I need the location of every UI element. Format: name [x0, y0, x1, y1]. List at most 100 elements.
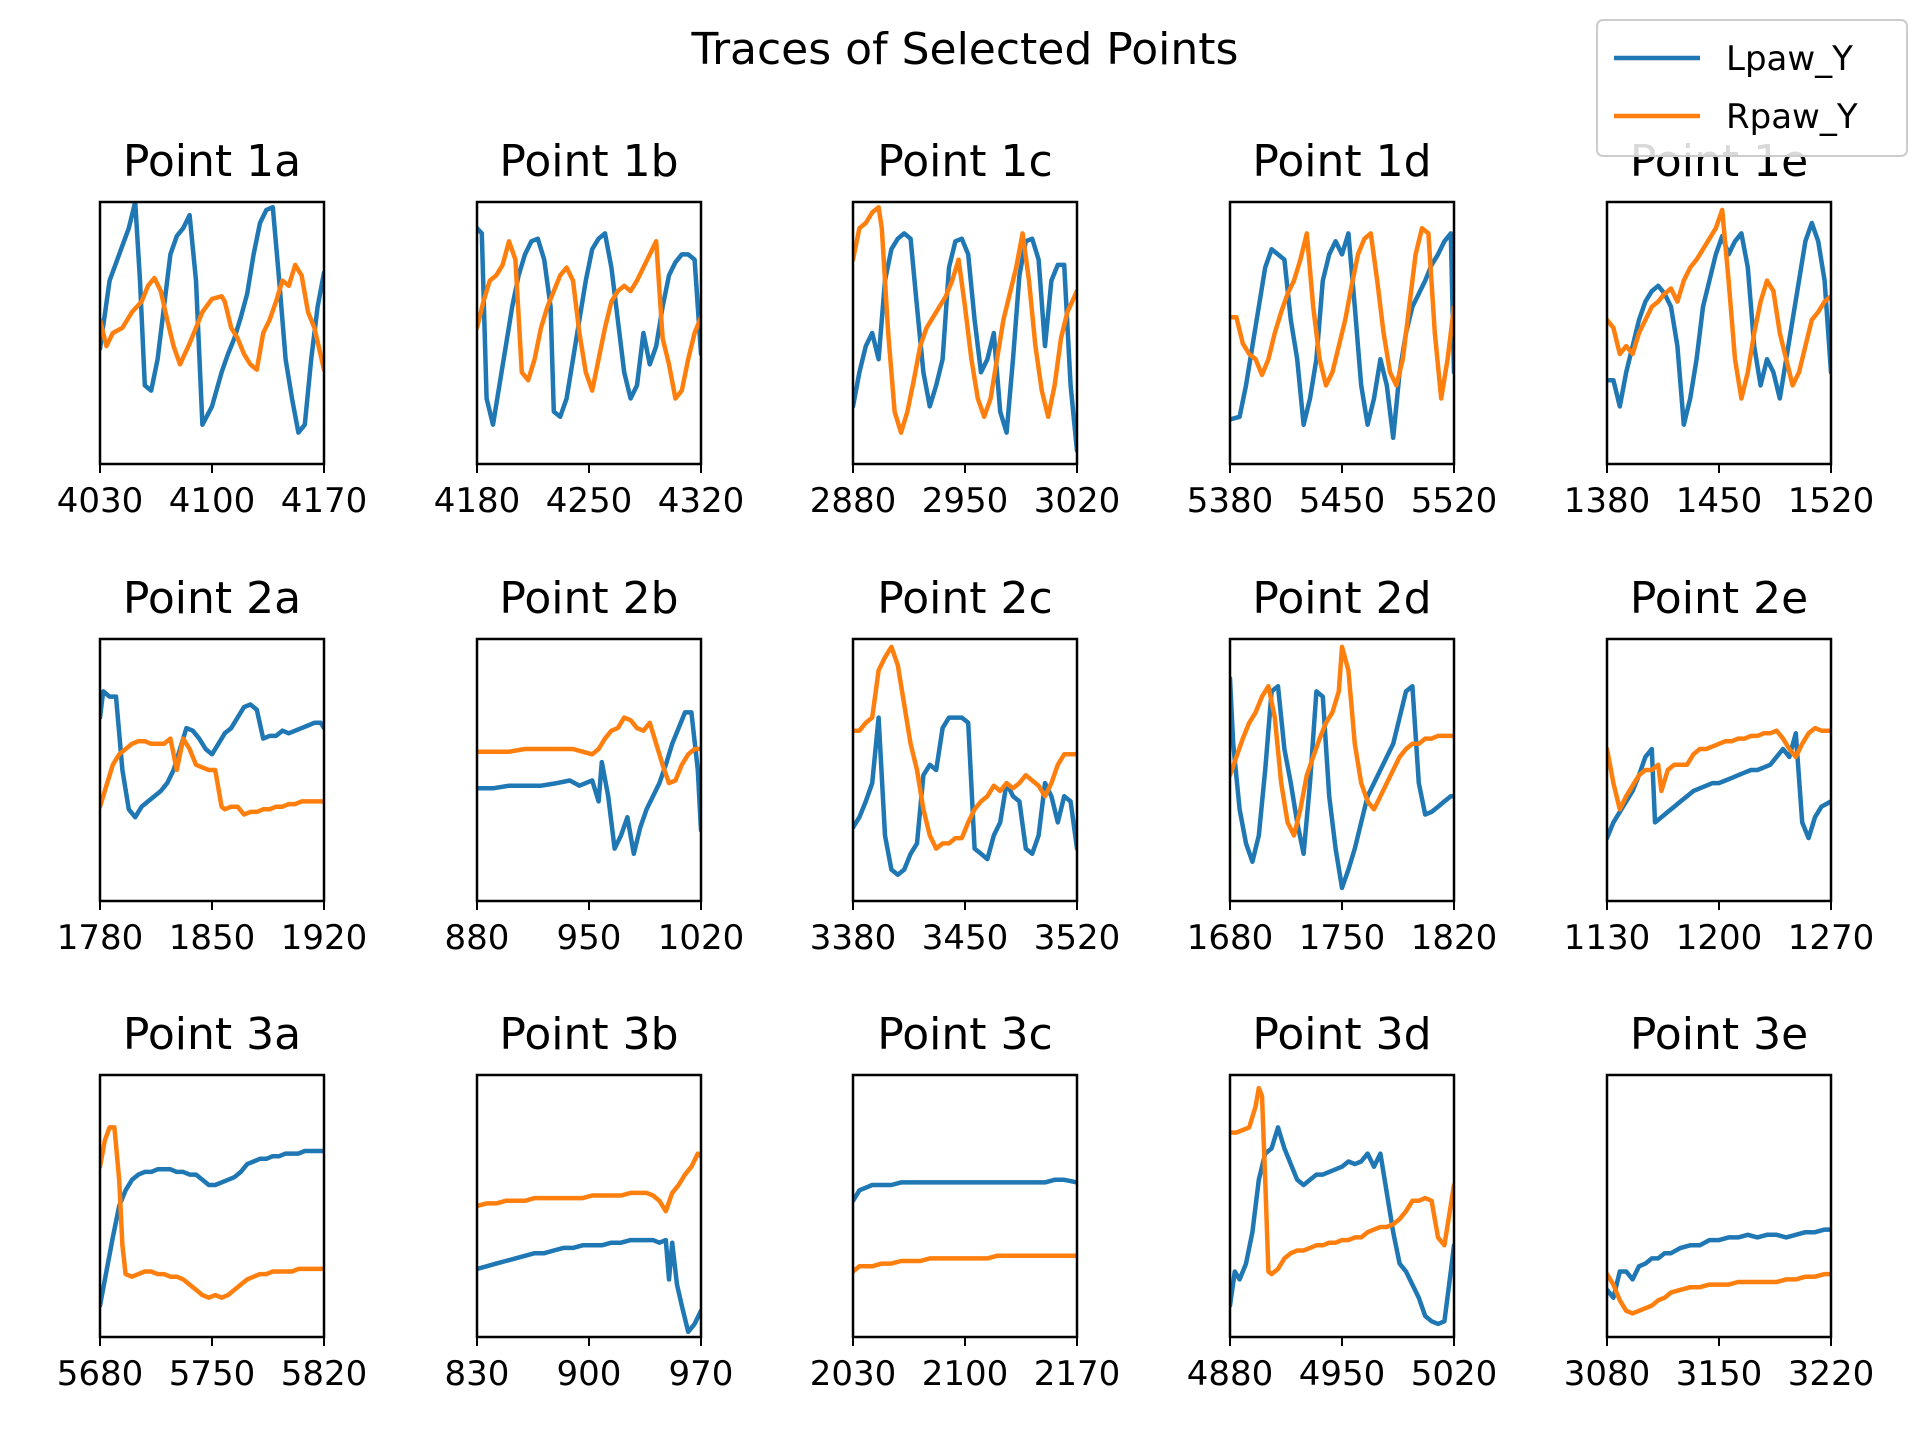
x-tick-label: 970	[669, 1354, 734, 1394]
x-tick-label: 4250	[546, 481, 633, 521]
panel-title: Point 2a	[123, 573, 301, 624]
x-tick-label: 5680	[57, 1354, 144, 1394]
trace-lpaw-y	[100, 1148, 324, 1308]
panel-point-3e: Point 3e 3080 3150 3220	[1564, 1009, 1875, 1394]
x-tick-label: 4030	[57, 481, 144, 521]
panel-point-3a: Point 3a 5680 5750 5820	[57, 1009, 368, 1394]
x-tick-label: 4100	[169, 481, 256, 521]
x-tick-label: 1130	[1564, 918, 1651, 958]
x-tick-label: 1020	[658, 918, 745, 958]
x-tick-label: 2170	[1034, 1354, 1121, 1394]
trace-rpaw-y	[853, 644, 1077, 851]
x-tick-label: 880	[445, 918, 510, 958]
x-tick-label: 3450	[922, 918, 1009, 958]
x-tick-label: 1920	[281, 918, 368, 958]
trace-lpaw-y	[477, 1237, 701, 1335]
x-tick-label: 2880	[810, 481, 897, 521]
x-tick-label: 5450	[1299, 481, 1386, 521]
x-tick-label: 4880	[1187, 1354, 1274, 1394]
x-tick-label: 2950	[922, 481, 1009, 521]
panel-point-3d: Point 3d 4880 4950 5020	[1187, 1009, 1498, 1394]
trace-lpaw-y	[100, 202, 324, 435]
x-tick-label: 3020	[1034, 481, 1121, 521]
trace-lpaw-y	[1607, 1227, 1831, 1300]
panel-title: Point 3b	[499, 1009, 678, 1060]
x-tick-label: 1820	[1411, 918, 1498, 958]
panel-point-2b: Point 2b 880 950 1020	[445, 573, 745, 958]
trace-lpaw-y	[853, 231, 1077, 454]
x-tick-label: 2030	[810, 1354, 897, 1394]
panel-title: Point 3e	[1630, 1009, 1808, 1060]
axes-frame	[851, 637, 1079, 903]
x-tick-label: 5020	[1411, 1354, 1498, 1394]
trace-rpaw-y	[477, 715, 701, 786]
x-tick-label: 900	[557, 1354, 622, 1394]
x-tick-label: 1270	[1788, 918, 1875, 958]
x-tick-label: 3220	[1788, 1354, 1875, 1394]
figure-title: Traces of Selected Points	[691, 24, 1239, 75]
x-tick-label: 2100	[922, 1354, 1009, 1394]
x-tick-label: 3080	[1564, 1354, 1651, 1394]
axes-frame	[98, 200, 326, 466]
x-tick-label: 3380	[810, 918, 897, 958]
panel-title: Point 2b	[499, 573, 678, 624]
panel-title: Point 1b	[499, 136, 678, 187]
panel-point-1a: Point 1a 4030 4100 4170	[57, 136, 368, 521]
trace-lpaw-y	[1230, 231, 1454, 441]
panel-title: Point 2e	[1630, 573, 1808, 624]
trace-lpaw-y	[853, 715, 1077, 878]
x-tick-label: 1850	[169, 918, 256, 958]
panel-title: Point 2c	[877, 573, 1052, 624]
x-tick-label: 1450	[1676, 481, 1763, 521]
x-tick-label: 1780	[57, 918, 144, 958]
legend-label-rpaw-y: Rpaw_Y	[1726, 97, 1858, 137]
x-tick-label: 5520	[1411, 481, 1498, 521]
x-tick-label: 4320	[658, 481, 745, 521]
panel-title: Point 3c	[877, 1009, 1052, 1060]
x-tick-label: 3150	[1676, 1354, 1763, 1394]
trace-rpaw-y	[1230, 225, 1454, 401]
trace-lpaw-y	[1607, 220, 1831, 427]
legend-label-lpaw-y: Lpaw_Y	[1726, 39, 1853, 79]
x-tick-label: 1520	[1788, 481, 1875, 521]
legend-box	[1596, 19, 1908, 157]
panel-title: Point 3d	[1252, 1009, 1431, 1060]
panel-point-2a: Point 2a 1780 1850 1920	[57, 573, 368, 958]
trace-lpaw-y	[100, 689, 324, 820]
x-tick-label: 4170	[281, 481, 368, 521]
trace-lpaw-y	[853, 1177, 1077, 1204]
x-tick-label: 830	[445, 1354, 510, 1394]
panel-point-1c: Point 1c 2880 2950 3020	[810, 136, 1121, 521]
panel-point-1b: Point 1b 4180 4250 4320	[434, 136, 745, 521]
trace-rpaw-y	[1607, 207, 1831, 401]
x-tick-label: 4950	[1299, 1354, 1386, 1394]
trace-rpaw-y	[1230, 644, 1454, 838]
panel-point-2d: Point 2d 1680 1750 1820	[1187, 573, 1498, 958]
panel-title: Point 1c	[877, 136, 1052, 187]
trace-rpaw-y	[100, 1125, 324, 1300]
trace-rpaw-y	[1230, 1085, 1454, 1277]
trace-rpaw-y	[1607, 725, 1831, 812]
x-tick-label: 5380	[1187, 481, 1274, 521]
axes-frame	[475, 637, 703, 903]
x-tick-label: 1680	[1187, 918, 1274, 958]
trace-lpaw-y	[1230, 676, 1454, 891]
panels-grid: Point 1a 4030 4100 4170 Point 1b 4180 4250 4320…	[57, 136, 1875, 1394]
x-tick-label: 1200	[1676, 918, 1763, 958]
axes-frame	[851, 1073, 1079, 1339]
trace-lpaw-y	[477, 225, 701, 427]
legend: Lpaw_Y Rpaw_Y	[1596, 19, 1908, 157]
panel-point-3b: Point 3b 830 900 970	[445, 1009, 734, 1394]
trace-lpaw-y	[477, 710, 701, 857]
x-tick-label: 1380	[1564, 481, 1651, 521]
axes-frame	[1605, 1073, 1833, 1339]
panel-title: Point 2d	[1252, 573, 1431, 624]
x-tick-label: 4180	[434, 481, 521, 521]
panel-point-2e: Point 2e 1130 1200 1270	[1564, 573, 1875, 958]
panel-title: Point 3a	[123, 1009, 301, 1060]
panel-title: Point 1a	[123, 136, 301, 187]
trace-rpaw-y	[1607, 1271, 1831, 1316]
x-tick-label: 3520	[1034, 918, 1121, 958]
